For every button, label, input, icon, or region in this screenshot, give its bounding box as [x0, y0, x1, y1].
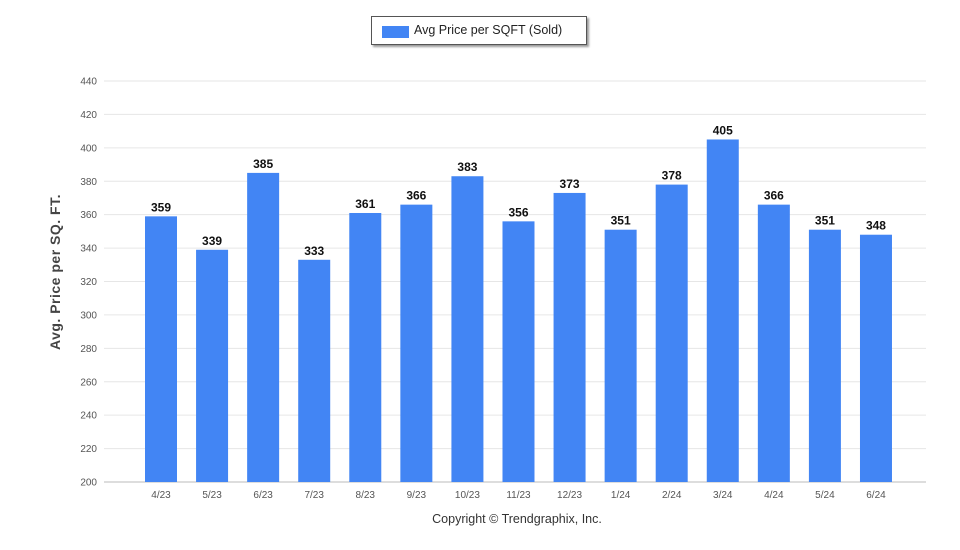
y-tick-label: 320: [80, 277, 97, 288]
y-tick-label: 300: [80, 310, 97, 321]
bar[interactable]: [757, 204, 790, 482]
bar[interactable]: [145, 216, 177, 482]
x-tick-label: 6/24: [866, 490, 886, 501]
bar[interactable]: [298, 259, 331, 482]
bar[interactable]: [706, 139, 739, 482]
bar[interactable]: [196, 249, 229, 482]
data-label: 373: [560, 177, 580, 191]
y-tick-label: 340: [80, 244, 97, 255]
x-tick-label: 11/23: [506, 490, 531, 501]
x-tick-label: 9/23: [407, 490, 427, 501]
bar-series: [145, 139, 892, 483]
data-labels: 359 339 385 333 361 366 383 356 373 351 378 405 366 3…: [151, 123, 886, 257]
data-label: 351: [815, 214, 835, 228]
y-tick-label: 440: [80, 77, 97, 88]
x-tick-label: 4/24: [764, 490, 784, 501]
y-tick-label: 280: [80, 344, 97, 355]
copyright-text: Copyright © Trendgraphix, Inc.: [432, 512, 602, 526]
data-label: 366: [764, 189, 784, 203]
y-axis-label: Avg. Price per SQ. FT.: [47, 194, 63, 350]
bar[interactable]: [451, 176, 484, 483]
data-label: 339: [202, 234, 222, 248]
data-label: 348: [866, 219, 886, 233]
data-label: 359: [151, 200, 171, 214]
x-tick-label: 5/23: [202, 490, 222, 501]
x-tick-label: 5/24: [815, 490, 835, 501]
data-label: 356: [508, 205, 528, 219]
bar[interactable]: [349, 212, 382, 482]
x-axis-ticks: 4/23 5/23 6/23 7/23 8/23 9/23 10/23 11/23 12/23 1…: [151, 490, 886, 501]
data-label: 351: [611, 214, 631, 228]
x-tick-label: 3/24: [713, 490, 733, 501]
y-tick-label: 240: [80, 411, 97, 422]
bar[interactable]: [502, 221, 535, 482]
data-label: 385: [253, 157, 273, 171]
x-tick-label: 1/24: [611, 490, 631, 501]
y-tick-label: 260: [80, 377, 97, 388]
x-tick-label: 8/23: [356, 490, 376, 501]
x-tick-label: 10/23: [455, 490, 480, 501]
x-tick-label: 7/23: [304, 490, 324, 501]
bar[interactable]: [655, 184, 688, 482]
data-label: 405: [713, 123, 733, 137]
bar[interactable]: [247, 172, 280, 483]
y-tick-label: 200: [80, 478, 97, 489]
bar[interactable]: [859, 234, 892, 482]
legend-swatch: [382, 26, 409, 38]
data-label: 378: [662, 169, 682, 183]
y-tick-label: 420: [80, 110, 97, 121]
data-label: 383: [457, 160, 477, 174]
bar[interactable]: [604, 229, 637, 482]
legend-label: Avg Price per SQFT (Sold): [414, 23, 563, 37]
data-label: 361: [355, 197, 375, 211]
data-label: 366: [406, 189, 426, 203]
y-tick-label: 380: [80, 177, 97, 188]
data-label: 333: [304, 244, 324, 258]
y-tick-label: 220: [80, 444, 97, 455]
bar[interactable]: [553, 192, 586, 482]
x-tick-label: 2/24: [662, 490, 682, 501]
x-tick-label: 12/23: [557, 490, 582, 501]
y-tick-label: 400: [80, 143, 97, 154]
bar[interactable]: [808, 229, 841, 482]
x-tick-label: 6/23: [253, 490, 273, 501]
y-axis-ticks: 200 220 240 260 280 300 320 340 360 380 400 420 440: [80, 77, 97, 489]
legend[interactable]: Avg Price per SQFT (Sold): [371, 16, 587, 45]
y-tick-label: 360: [80, 210, 97, 221]
x-tick-label: 4/23: [151, 490, 171, 501]
bar[interactable]: [400, 204, 433, 482]
